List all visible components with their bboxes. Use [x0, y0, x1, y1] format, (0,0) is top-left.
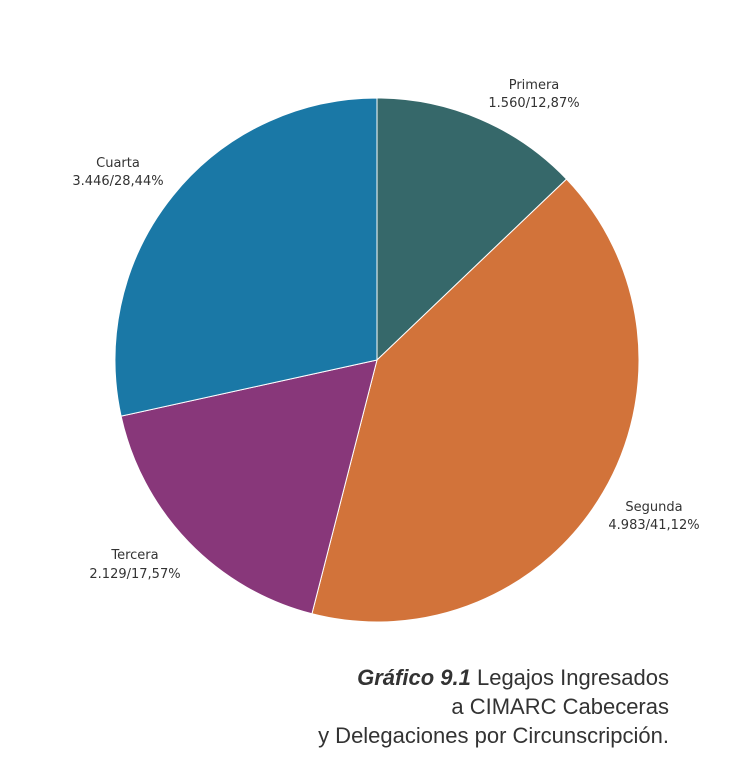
label-segunda-name: Segunda [625, 500, 682, 515]
label-segunda-value: 4.983/41,12% [608, 518, 699, 533]
caption-line-2: a CIMARC Cabeceras [451, 694, 669, 719]
pie-slice-segunda [311, 178, 640, 623]
label-primera-value: 1.560/12,87% [488, 96, 579, 111]
label-tercera-name: Tercera [110, 548, 158, 563]
caption-line-1: Gráfico 9.1 Legajos Ingresados [318, 663, 669, 692]
pie-slices [114, 97, 640, 623]
pie-slice-cuarta [114, 97, 378, 417]
label-tercera-value: 2.129/17,57% [89, 567, 180, 582]
pie-slice-primera [376, 97, 568, 362]
figure-number: Gráfico 9.1 [357, 665, 471, 690]
caption-line-3: y Delegaciones por Circunscripción. [318, 723, 669, 748]
pie-labels: Primera 1.560/12,87% Segunda 4.983/41,12… [72, 78, 699, 582]
chart-caption: Gráfico 9.1 Legajos Ingresados a CIMARC … [318, 663, 669, 750]
label-cuarta-name: Cuarta [96, 156, 140, 171]
pie-slice-tercera [120, 359, 378, 615]
caption-title: Legajos Ingresados [476, 665, 669, 690]
label-primera-name: Primera [509, 78, 560, 93]
label-cuarta-value: 3.446/28,44% [72, 174, 163, 189]
